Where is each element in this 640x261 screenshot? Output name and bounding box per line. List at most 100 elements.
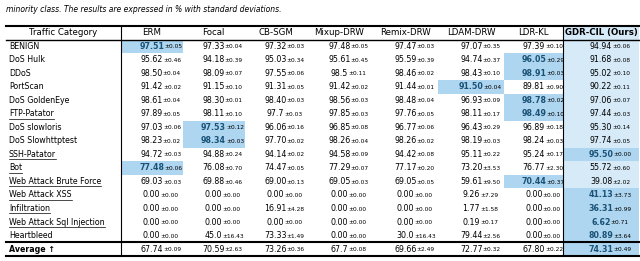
Text: ±3.64: ±3.64	[614, 234, 632, 239]
Text: 95.59: 95.59	[394, 55, 417, 64]
Text: 98.61: 98.61	[141, 96, 163, 105]
Text: ±0.06: ±0.06	[287, 72, 305, 76]
Text: ±0.08: ±0.08	[348, 247, 366, 252]
Text: ±0.12: ±0.12	[226, 126, 244, 130]
Text: ±0.00: ±0.00	[543, 193, 561, 198]
Text: ±0.00: ±0.00	[348, 193, 366, 198]
Text: ±0.22: ±0.22	[545, 247, 563, 252]
Text: ±2.49: ±2.49	[417, 247, 435, 252]
Text: ±16.43: ±16.43	[222, 234, 244, 239]
Text: 97.85: 97.85	[328, 109, 351, 118]
Text: ±0.90: ±0.90	[545, 85, 563, 90]
Text: 97.74: 97.74	[590, 137, 612, 145]
Text: 96.43: 96.43	[460, 123, 483, 132]
Text: ±0.02: ±0.02	[417, 72, 435, 76]
Text: ±0.60: ±0.60	[612, 166, 630, 171]
Text: ±0.00: ±0.00	[414, 206, 432, 211]
Text: 97.70: 97.70	[264, 137, 287, 145]
Text: ±0.02: ±0.02	[287, 152, 305, 157]
Text: ±0.04: ±0.04	[417, 98, 435, 103]
Text: Focal: Focal	[202, 28, 225, 37]
Text: ±2.56: ±2.56	[483, 234, 500, 239]
Text: ±0.03: ±0.03	[163, 152, 181, 157]
Text: DoS Slowhttptest: DoS Slowhttptest	[9, 137, 77, 145]
Text: 96.85: 96.85	[328, 123, 351, 132]
Text: 74.47: 74.47	[264, 163, 287, 173]
Text: ±0.16: ±0.16	[287, 126, 305, 130]
Text: 97.07: 97.07	[460, 42, 483, 51]
Text: 55.72: 55.72	[590, 163, 612, 173]
Text: ±0.04: ±0.04	[163, 72, 181, 76]
Text: 91.42: 91.42	[328, 82, 351, 91]
Text: 95.62: 95.62	[141, 55, 163, 64]
Text: ±0.70: ±0.70	[225, 166, 243, 171]
Text: 0.00: 0.00	[397, 191, 414, 199]
Text: ±0.05: ±0.05	[417, 112, 435, 117]
Text: ±0.00: ±0.00	[348, 206, 366, 211]
Text: 97.39: 97.39	[523, 42, 545, 51]
Text: 77.17: 77.17	[394, 163, 417, 173]
Text: 98.19: 98.19	[460, 137, 483, 145]
Text: Web Attack XSS: Web Attack XSS	[9, 191, 72, 199]
Text: ±0.00: ±0.00	[614, 152, 632, 157]
Text: 0.00: 0.00	[525, 204, 543, 213]
Text: ±3.53: ±3.53	[483, 166, 500, 171]
Text: 0.00: 0.00	[525, 217, 543, 227]
Text: 69.88: 69.88	[202, 177, 225, 186]
Text: 94.72: 94.72	[141, 150, 163, 159]
Text: 72.77: 72.77	[460, 245, 483, 253]
Text: ±0.00: ±0.00	[222, 206, 241, 211]
Text: 97.55: 97.55	[264, 69, 287, 78]
Text: 97.06: 97.06	[590, 96, 612, 105]
Text: CB-SGM: CB-SGM	[258, 28, 293, 37]
Text: ±0.14: ±0.14	[612, 126, 630, 130]
Text: 97.32: 97.32	[264, 42, 287, 51]
Text: 91.44: 91.44	[394, 82, 417, 91]
Text: Mixup-DRW: Mixup-DRW	[314, 28, 364, 37]
Text: 98.40: 98.40	[264, 96, 287, 105]
Text: ±0.00: ±0.00	[161, 234, 179, 239]
Text: DoS slowloris: DoS slowloris	[9, 123, 61, 132]
Text: 69.05: 69.05	[328, 177, 351, 186]
Text: 69.00: 69.00	[264, 177, 287, 186]
Text: 95.11: 95.11	[460, 150, 483, 159]
Text: ±0.46: ±0.46	[225, 180, 243, 185]
Text: ±0.17: ±0.17	[480, 220, 498, 225]
Text: DDoS: DDoS	[9, 69, 31, 78]
Text: 94.94: 94.94	[590, 42, 612, 51]
Text: ±2.30: ±2.30	[545, 166, 563, 171]
Text: ±0.03: ±0.03	[287, 98, 305, 103]
Text: 74.31: 74.31	[589, 245, 614, 253]
Text: ±0.00: ±0.00	[222, 193, 241, 198]
Text: 98.91: 98.91	[522, 69, 546, 78]
Text: ±0.08: ±0.08	[351, 126, 369, 130]
Text: 97.51: 97.51	[140, 42, 164, 51]
Text: 73.20: 73.20	[460, 163, 483, 173]
Text: 97.44: 97.44	[590, 109, 612, 118]
Text: 94.18: 94.18	[202, 55, 225, 64]
Text: 67.74: 67.74	[140, 245, 163, 253]
Text: 1.77: 1.77	[463, 204, 480, 213]
Text: 6.62: 6.62	[591, 217, 611, 227]
Text: 0.00: 0.00	[205, 191, 222, 199]
Text: ±0.17: ±0.17	[483, 112, 500, 117]
Text: Web Attack Brute Force: Web Attack Brute Force	[9, 177, 101, 186]
Text: 94.58: 94.58	[328, 150, 351, 159]
Text: FTP-Patator: FTP-Patator	[9, 109, 54, 118]
Text: DoS Hulk: DoS Hulk	[9, 55, 45, 64]
Text: ±9.50: ±9.50	[483, 180, 500, 185]
Text: ±0.10: ±0.10	[483, 72, 500, 76]
Text: 67.80: 67.80	[523, 245, 545, 253]
Text: ±1.58: ±1.58	[480, 206, 498, 211]
Text: 98.5: 98.5	[331, 69, 348, 78]
Text: 96.05: 96.05	[522, 55, 546, 64]
Text: 97.03: 97.03	[141, 123, 163, 132]
Text: 0.00: 0.00	[397, 204, 414, 213]
Text: 94.88: 94.88	[202, 150, 225, 159]
Text: ±0.05: ±0.05	[164, 44, 182, 49]
Text: 9.26: 9.26	[463, 191, 480, 199]
Text: ±0.04: ±0.04	[351, 139, 369, 144]
Text: LDAM-DRW: LDAM-DRW	[447, 28, 495, 37]
Text: ±0.36: ±0.36	[287, 247, 305, 252]
Text: ±0.03: ±0.03	[351, 112, 369, 117]
